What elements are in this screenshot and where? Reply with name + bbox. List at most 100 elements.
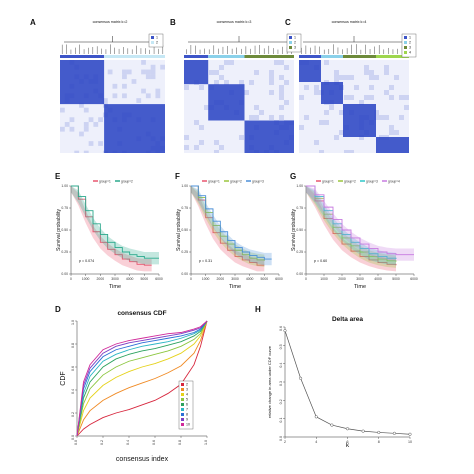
matrix-cell xyxy=(214,80,219,85)
matrix-cell xyxy=(60,107,65,113)
matrix-cell xyxy=(204,105,209,110)
matrix-cell xyxy=(249,80,254,85)
x-tick-label: 6 xyxy=(347,440,349,444)
matrix-cell xyxy=(249,115,254,120)
matrix-cell xyxy=(269,80,274,85)
matrix-cell xyxy=(279,85,284,90)
x-tick-label: 0 xyxy=(190,277,192,281)
matrix-cell xyxy=(88,141,94,146)
confidence-band xyxy=(71,186,152,272)
survival-legend: group=1 group=2 xyxy=(93,179,133,183)
delta-point xyxy=(299,376,303,380)
matrix-cell xyxy=(122,69,127,75)
matrix-cell xyxy=(319,120,324,125)
matrix-cell xyxy=(339,130,344,135)
matrix-cell xyxy=(194,145,199,150)
matrix-cell xyxy=(344,95,349,100)
cluster-bar-segment xyxy=(184,55,209,58)
matrix-cell xyxy=(83,126,89,132)
x-tick-label: 6000 xyxy=(155,277,163,281)
x-tick-label: 0 xyxy=(305,277,307,281)
matrix-cell xyxy=(374,110,379,115)
panel-f: F 0 1000 2000 3000 4000 5000 6000 0.00 0.25 0.50 0… xyxy=(175,172,285,297)
y-tick-label: 0.8 xyxy=(71,343,75,348)
y-tick-label: 0.6 xyxy=(279,326,283,331)
legend-label: 3 xyxy=(409,46,411,50)
matrix-cell xyxy=(214,140,219,145)
legend-label: 8 xyxy=(186,413,188,417)
legend-label: 2 xyxy=(294,41,296,45)
legend-label: 4 xyxy=(409,51,411,55)
panel-label-e: E xyxy=(55,172,61,181)
matrix-cell xyxy=(194,120,199,125)
cluster-block xyxy=(376,137,409,153)
legend-swatch xyxy=(181,398,184,401)
consensus-heatmap-b: 123 xyxy=(184,33,302,153)
delta-point xyxy=(408,432,412,436)
matrix-cell xyxy=(155,93,161,99)
legend-swatch xyxy=(289,36,292,39)
matrix-cell xyxy=(334,75,339,80)
matrix-cell xyxy=(404,95,409,100)
matrix-cell xyxy=(60,126,65,132)
matrix-cell xyxy=(314,85,319,90)
x-tick-label: 0.8 xyxy=(178,440,182,445)
cdf-curve xyxy=(76,320,208,437)
matrix-cell xyxy=(74,150,80,153)
cluster-bar-segment xyxy=(343,55,376,58)
matrix-cell xyxy=(98,141,103,146)
y-tick-label: 1.0 xyxy=(71,320,75,325)
chart-title: Delta area xyxy=(332,316,363,323)
legend-label: 4 xyxy=(186,393,188,397)
legend-label: 1 xyxy=(156,36,158,40)
cluster-bar-segment xyxy=(299,55,321,58)
legend-label: 2 xyxy=(186,383,188,387)
matrix-cell xyxy=(369,75,374,80)
matrix-cell xyxy=(112,93,118,99)
matrix-cell xyxy=(349,95,354,100)
x-tick-label: 2000 xyxy=(97,277,105,281)
matrix-cell xyxy=(224,60,229,65)
y-tick-label: 0.50 xyxy=(296,228,303,232)
panel-label-g: G xyxy=(290,172,297,181)
matrix-cell xyxy=(141,69,146,75)
x-tick-label: 5000 xyxy=(261,277,269,281)
matrix-cell xyxy=(389,95,394,100)
panel-h: H 2 4 6 8 10 0.0 0.1 0.2 0.3 0.4 0.5 0.6 k relative c… xyxy=(255,305,425,470)
legend-label: 1 xyxy=(294,36,296,40)
matrix-cell xyxy=(359,100,364,105)
panel-g: G 0 1000 2000 3000 4000 5000 6000 0.00 0.25 0.50 0… xyxy=(290,172,420,297)
y-tick-label: 0.0 xyxy=(71,435,75,440)
panel-label-b: B xyxy=(170,18,176,27)
matrix-cell xyxy=(145,69,151,75)
legend-label: 2 xyxy=(156,41,158,45)
matrix-cell xyxy=(160,64,165,70)
heatmap-title-c: consensus matrix k=4 xyxy=(331,20,367,24)
x-tick-label: 0.0 xyxy=(74,440,78,445)
matrix-cell xyxy=(299,125,304,130)
matrix-cell xyxy=(279,75,284,80)
matrix-cell xyxy=(79,131,84,137)
matrix-cell xyxy=(199,140,204,145)
y-tick-label: 0.25 xyxy=(296,250,303,254)
panel-label-c: C xyxy=(285,18,291,27)
cluster-block xyxy=(184,60,209,85)
y-tick-label: 0.50 xyxy=(181,228,188,232)
matrix-cell xyxy=(199,125,204,130)
matrix-cell xyxy=(369,95,374,100)
survival-curve xyxy=(191,185,272,260)
legend-swatch xyxy=(181,408,184,411)
matrix-cell xyxy=(279,105,284,110)
matrix-cell xyxy=(83,150,89,153)
y-tick-label: 0.0 xyxy=(279,436,283,441)
matrix-cell xyxy=(150,69,156,75)
matrix-cell xyxy=(329,105,334,110)
cluster-bar-segment xyxy=(244,55,294,58)
matrix-cell xyxy=(122,93,127,99)
panel-d: D 0.0 0.2 0.4 0.6 0.8 1.0 0.0 0.2 0.4 0.6 0.8 1.0 co… xyxy=(55,305,225,470)
x-axis-label: Time xyxy=(354,284,366,290)
matrix-cell xyxy=(344,150,349,153)
matrix-cell xyxy=(126,69,132,75)
